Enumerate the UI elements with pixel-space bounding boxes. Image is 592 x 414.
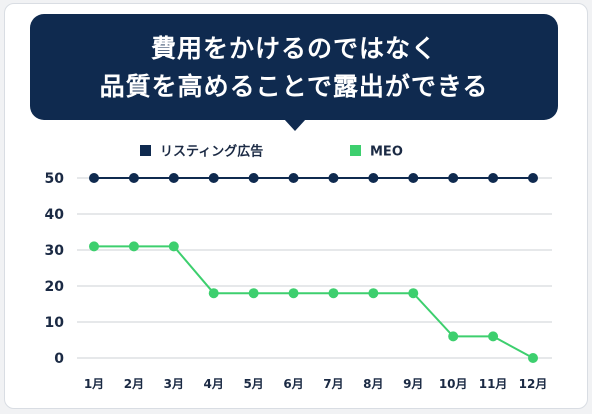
legend-label-0: リスティング広告 [160, 144, 263, 160]
data-point-1-4 [208, 288, 219, 299]
gridlines [77, 177, 552, 359]
x-tick-label-1: 1月 [84, 377, 104, 391]
series-0 [89, 173, 538, 183]
data-point-0-2 [128, 173, 139, 183]
x-tick-label-6: 6月 [283, 377, 303, 391]
x-tick-label-4: 4月 [204, 377, 224, 391]
data-point-0-9 [408, 173, 419, 183]
data-point-0-3 [168, 173, 179, 183]
data-point-0-1 [89, 173, 99, 183]
y-tick-label-40: 40 [45, 207, 65, 223]
headline-line-2: 品質を高めることで露出ができる [99, 72, 489, 101]
data-point-1-1 [89, 241, 99, 252]
x-tick-label-8: 8月 [363, 377, 383, 391]
data-point-0-8 [368, 173, 379, 183]
x-tick-label-11: 11月 [479, 377, 508, 391]
data-point-1-2 [128, 241, 139, 252]
data-point-1-5 [248, 288, 259, 299]
legend-label-1: MEO [370, 145, 403, 160]
x-tick-label-5: 5月 [243, 377, 263, 391]
data-point-0-5 [248, 173, 259, 183]
x-tick-label-12: 12月 [519, 377, 548, 391]
y-tick-label-10: 10 [45, 315, 65, 331]
data-point-1-7 [328, 288, 339, 299]
data-point-1-8 [368, 288, 379, 299]
data-point-1-10 [448, 331, 459, 342]
headline-line-1: 費用をかけるのではなく [150, 34, 437, 63]
x-axis: 1月 2月 3月 4月 5月 6月 7月 8月 9月 10月 11月 12月 [84, 377, 548, 391]
headline-bubble: 費用をかけるのではなく 品質を高めることで露出ができる [30, 14, 558, 120]
data-point-0-11 [488, 173, 499, 183]
y-tick-label-50: 50 [45, 171, 65, 187]
y-tick-label-0: 0 [54, 351, 64, 367]
data-point-0-10 [448, 173, 459, 183]
x-tick-label-2: 2月 [124, 377, 144, 391]
y-axis: 0 10 20 30 40 50 [45, 171, 65, 367]
data-point-0-6 [288, 173, 299, 183]
data-point-1-9 [408, 288, 419, 299]
series-layer [89, 173, 538, 363]
data-point-0-7 [328, 173, 339, 183]
x-tick-label-10: 10月 [439, 377, 468, 391]
legend: リスティング広告 MEO [140, 144, 403, 160]
bubble-pointer [284, 119, 306, 131]
data-point-1-6 [288, 288, 299, 299]
legend-marker-0 [140, 145, 151, 156]
data-point-1-3 [168, 241, 179, 252]
x-tick-label-7: 7月 [323, 377, 343, 391]
data-point-1-12 [528, 353, 538, 363]
legend-marker-1 [350, 145, 361, 156]
x-tick-label-9: 9月 [403, 377, 423, 391]
x-tick-label-3: 3月 [164, 377, 184, 391]
y-tick-label-30: 30 [45, 243, 65, 259]
y-tick-label-20: 20 [45, 279, 65, 295]
data-point-1-11 [488, 331, 499, 342]
data-point-0-12 [528, 173, 538, 183]
series-line-1 [94, 245, 534, 359]
data-point-0-4 [208, 173, 219, 183]
series-1 [89, 241, 538, 363]
